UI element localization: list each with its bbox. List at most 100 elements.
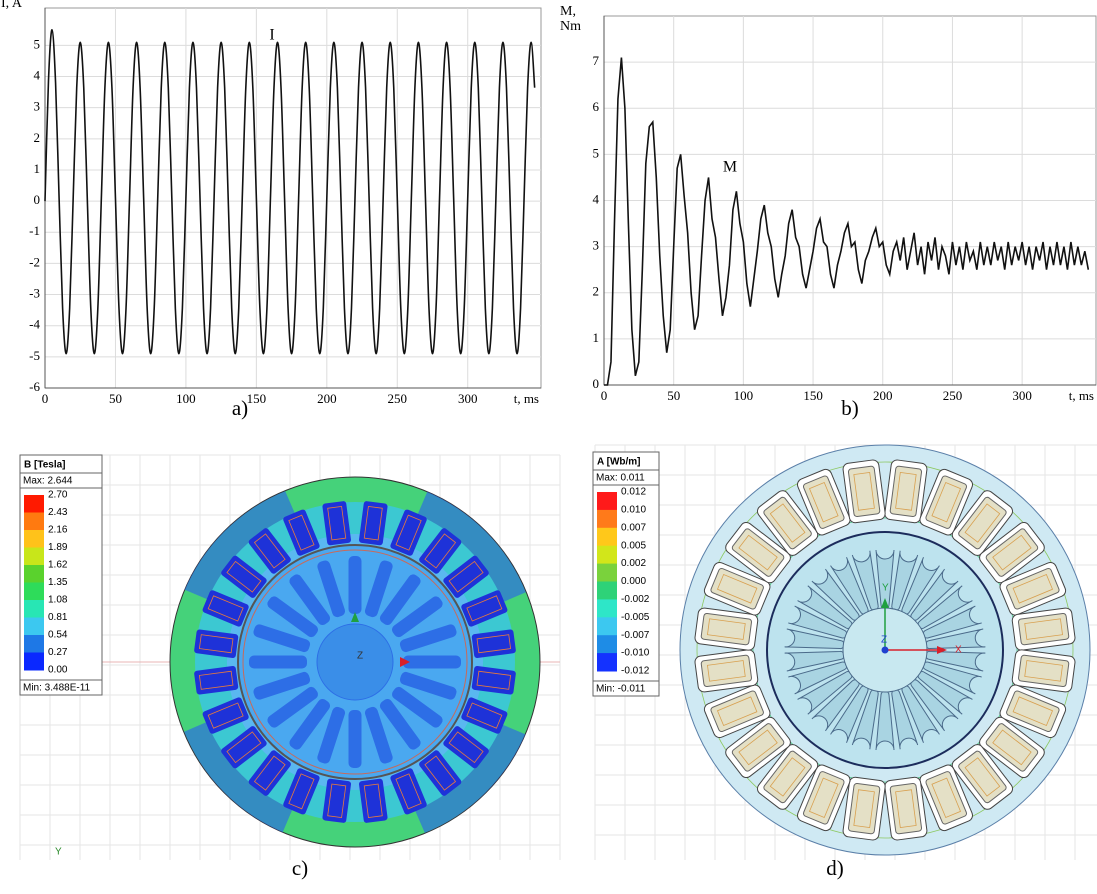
legend-level: 2.70: [48, 490, 68, 501]
y-tick-label: -5: [29, 348, 40, 363]
legend-level: 0.012: [621, 487, 646, 498]
legend-swatch: [597, 528, 617, 546]
y-tick-label: 7: [593, 53, 600, 68]
y-tick-label: 3: [593, 238, 600, 253]
y-tick-label: 3: [34, 99, 41, 114]
legend-level: 0.00: [48, 665, 68, 676]
legend-min: Min: 3.488E-11: [23, 683, 91, 694]
y-tick-label: -6: [29, 379, 40, 394]
legend-level: -0.012: [621, 666, 650, 677]
legend-level: 0.005: [621, 540, 646, 551]
x-tick-label: 150: [803, 388, 823, 403]
x-axis-label: t, ms: [1069, 388, 1094, 403]
x-tick-label: 0: [42, 391, 49, 406]
legend-level: 0.000: [621, 576, 646, 587]
legend-swatch: [24, 600, 44, 618]
legend-swatch: [24, 653, 44, 671]
x-tick-label: 250: [388, 391, 408, 406]
y-tick-label: -4: [29, 317, 40, 332]
legend-swatch: [597, 564, 617, 582]
legend-level: 1.35: [48, 577, 68, 588]
legend-max: Max: 0.011: [596, 473, 645, 484]
panel-caption: c): [292, 856, 308, 880]
legend-level: 0.54: [48, 630, 68, 641]
x-tick-label: 50: [667, 388, 680, 403]
y-tick-label: 1: [34, 161, 41, 176]
series-label: I: [269, 27, 274, 44]
legend-swatch: [597, 617, 617, 635]
y-axis-label-box: M, Nm: [560, 4, 596, 44]
x-tick-label: 200: [317, 391, 337, 406]
legend-swatch: [597, 510, 617, 528]
rotor-bar: [349, 556, 362, 614]
legend-swatch: [597, 492, 617, 510]
x-tick-label: 250: [943, 388, 963, 403]
y-axis-label: M, Nm: [560, 4, 596, 34]
panel-caption: a): [232, 396, 248, 420]
legend-level: 1.89: [48, 542, 68, 553]
legend-swatch: [24, 618, 44, 636]
legend-swatch: [24, 565, 44, 583]
x-tick-label: 50: [109, 391, 122, 406]
x-axis-label: t, ms: [514, 391, 539, 406]
axis-label: Z: [881, 635, 887, 646]
y-tick-label: 2: [34, 130, 41, 145]
x-tick-label: 0: [601, 388, 608, 403]
panel-caption: b): [841, 396, 859, 420]
x-tick-label: 300: [1012, 388, 1032, 403]
shaft: [317, 624, 393, 700]
y-tick-label: 0: [34, 192, 41, 207]
legend-swatch: [24, 513, 44, 531]
legend-min: Min: -0.011: [596, 684, 646, 695]
axis-label: X: [955, 645, 962, 656]
legend-level: -0.002: [621, 594, 650, 605]
legend-swatch: [597, 653, 617, 671]
legend-level: 1.62: [48, 560, 68, 571]
legend-level: -0.010: [621, 648, 650, 659]
rotor-bar: [349, 710, 362, 768]
rotor-bar: [249, 656, 307, 669]
legend-level: 0.27: [48, 647, 68, 658]
legend-swatch: [597, 582, 617, 600]
legend-swatch: [597, 546, 617, 564]
legend-title: B [Tesla]: [24, 460, 66, 471]
x-tick-label: 200: [873, 388, 893, 403]
legend-level: 0.010: [621, 505, 646, 516]
series-label: M: [723, 159, 737, 176]
y-tick-label: 0: [593, 376, 600, 391]
x-tick-label: 100: [176, 391, 196, 406]
figure: 050100150200250300-6-5-4-3-2-1012345t, m…: [0, 0, 1097, 889]
y-tick-label: 2: [593, 284, 600, 299]
y-tick-label: 4: [34, 68, 41, 83]
page: 050100150200250300-6-5-4-3-2-1012345t, m…: [0, 0, 1097, 889]
legend-swatch: [597, 599, 617, 617]
legend-level: 0.81: [48, 612, 68, 623]
legend-swatch: [24, 583, 44, 601]
y-tick-label: 4: [593, 191, 600, 206]
legend-title: A [Wb/m]: [597, 457, 641, 468]
legend-swatch: [597, 635, 617, 653]
legend-swatch: [24, 495, 44, 513]
legend-level: 1.08: [48, 595, 68, 606]
legend-level: 2.43: [48, 507, 68, 518]
x-tick-label: 150: [247, 391, 267, 406]
x-tick-label: 100: [734, 388, 754, 403]
y-tick-label: 5: [34, 36, 41, 51]
y-tick-label: -1: [29, 223, 40, 238]
x-tick-label: 300: [458, 391, 478, 406]
legend-level: -0.007: [621, 630, 650, 641]
legend-level: 0.007: [621, 522, 646, 533]
y-tick-label: -2: [29, 254, 40, 269]
y-axis-label: I, A: [1, 0, 37, 11]
axis-label: Y: [55, 847, 62, 858]
rotor-bar: [403, 656, 461, 669]
axis-label: Z: [357, 651, 363, 662]
axis-label: Y: [882, 583, 889, 594]
y-tick-label: 6: [593, 99, 600, 114]
y-tick-label: 1: [593, 330, 600, 345]
legend-level: -0.005: [621, 612, 650, 623]
legend-swatch: [24, 530, 44, 548]
axis-origin: [882, 647, 889, 654]
y-axis-label-box: I, A: [1, 0, 37, 36]
legend-swatch: [24, 548, 44, 566]
